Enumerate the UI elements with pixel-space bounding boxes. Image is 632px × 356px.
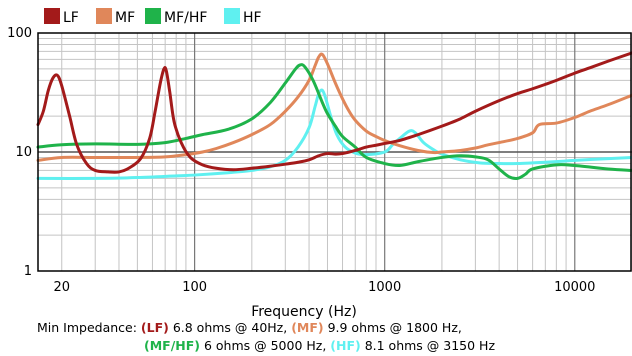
legend-swatch-lf <box>44 8 60 24</box>
y-tick-label: 1 <box>24 264 32 279</box>
series-line-lf <box>36 51 632 174</box>
footnote-line-1: Min Impedance: (LF) 6.8 ohms @ 40Hz, (MF… <box>37 320 462 335</box>
series-layer <box>36 51 632 181</box>
footnote-line-2: (MF/HF) 6 ohms @ 5000 Hz, (HF) 8.1 ohms … <box>144 338 495 353</box>
y-tick-label: 10 <box>15 145 32 160</box>
x-tick-label: 100 <box>182 280 207 295</box>
plot-frame <box>37 32 632 272</box>
series-line-mf <box>36 52 632 162</box>
x-tick-label: 10000 <box>554 280 595 295</box>
legend-label-hf: HF <box>243 10 262 26</box>
x-tick-label: 20 <box>53 280 70 295</box>
legend-swatch-mf-hf <box>145 8 161 24</box>
series-line-mf-hf <box>36 63 632 181</box>
footnote-lf-text: 6.8 ohms @ 40Hz, <box>169 320 291 335</box>
footnote-lf-tag: (LF) <box>141 320 169 335</box>
legend-swatch-mf <box>96 8 112 24</box>
y-axis-ticks: 1 10 100 <box>7 26 32 279</box>
footnote-mfhf-tag: (MF/HF) <box>144 338 200 353</box>
legend-label-lf: LF <box>63 10 79 26</box>
series-line-hf <box>36 88 632 180</box>
footnote-hf-text: 8.1 ohms @ 3150 Hz <box>361 338 496 353</box>
legend-swatch-hf <box>224 8 240 24</box>
legend: LF MF MF/HF HF <box>44 8 262 26</box>
legend-label-mf-hf: MF/HF <box>164 10 207 26</box>
footnote-mf-tag: (MF) <box>291 320 323 335</box>
legend-label-mf: MF <box>115 10 135 26</box>
footnote-prefix: Min Impedance: <box>37 320 141 335</box>
y-tick-label: 100 <box>7 26 32 41</box>
footnote-mf-text: 9.9 ohms @ 1800 Hz, <box>324 320 462 335</box>
footnote-mfhf-text: 6 ohms @ 5000 Hz, <box>200 338 330 353</box>
x-axis-title: Frequency (Hz) <box>251 304 357 320</box>
x-tick-label: 1000 <box>368 280 401 295</box>
x-axis-ticks: 20 100 1000 10000 <box>53 280 595 295</box>
footnote-hf-tag: (HF) <box>330 338 360 353</box>
